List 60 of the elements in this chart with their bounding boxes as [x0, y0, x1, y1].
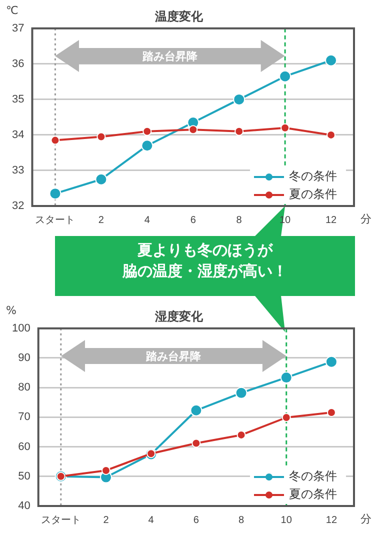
point [280, 123, 290, 132]
x-tick-label: スタート [40, 514, 81, 526]
x-tick-label: 6 [193, 514, 200, 526]
x-tick-label: 2 [103, 514, 110, 526]
double-arrow: 踏み台昇降 [60, 340, 286, 372]
y-axis-title: % [6, 304, 16, 317]
point [279, 70, 292, 82]
y-tick-label: 34 [12, 128, 24, 141]
point [96, 132, 106, 142]
x-tick-label: 4 [148, 514, 154, 526]
point [192, 438, 201, 448]
y-tick-label: 80 [18, 382, 30, 394]
y-tick-label: 35 [12, 93, 24, 106]
y-tick-label: 33 [12, 164, 24, 177]
y-tick-label: 40 [18, 500, 30, 512]
y-tick-label: 60 [18, 440, 30, 453]
x-tick-label: 12 [325, 214, 338, 226]
point [141, 140, 154, 152]
point [188, 125, 198, 134]
legend-label: 夏の条件 [289, 187, 337, 202]
legend-label: 冬の条件 [289, 469, 337, 484]
x-axis-title: 分 [360, 212, 372, 226]
x-axis-title: 分 [360, 512, 372, 526]
point [325, 356, 338, 368]
point [280, 372, 292, 384]
text: 脇の温度・湿度が高い！ [121, 261, 288, 282]
y-tick-label: 32 [12, 200, 24, 212]
point [190, 404, 202, 416]
point [234, 126, 244, 136]
x-tick-label: 10 [280, 514, 292, 526]
point [50, 136, 60, 145]
legend-label: 冬の条件 [289, 169, 337, 184]
annotation: 踏み台昇降 [142, 49, 199, 64]
y-tick-label: 36 [12, 58, 24, 70]
x-tick-label: 8 [236, 214, 242, 226]
point [282, 412, 291, 422]
legend-label: 夏の条件 [289, 487, 337, 502]
point [325, 54, 338, 66]
double-arrow: 踏み台昇降 [55, 40, 286, 72]
x-tick-label: 8 [238, 514, 244, 526]
chart-title: 湿度変化 [154, 309, 204, 324]
y-tick-label: 37 [12, 22, 24, 34]
text: 夏よりも冬のほうが [136, 240, 274, 261]
x-tick-label: 12 [326, 514, 338, 526]
point [142, 126, 152, 136]
point [235, 386, 248, 399]
y-tick-label: 90 [18, 352, 30, 364]
y-axis-title: ℃ [6, 4, 18, 17]
point [49, 188, 62, 200]
x-tick-label: 2 [98, 214, 104, 226]
x-tick-label: スタート [35, 214, 76, 226]
y-tick-label: 70 [18, 411, 30, 424]
x-tick-label: 4 [144, 214, 150, 226]
point [95, 173, 108, 186]
point [233, 93, 246, 106]
x-tick-label: 6 [190, 214, 196, 226]
chart-title: 温度変化 [154, 9, 204, 24]
y-tick-label: 100 [12, 322, 30, 334]
annotation: 踏み台昇降 [145, 349, 202, 364]
y-tick-label: 50 [18, 470, 30, 482]
